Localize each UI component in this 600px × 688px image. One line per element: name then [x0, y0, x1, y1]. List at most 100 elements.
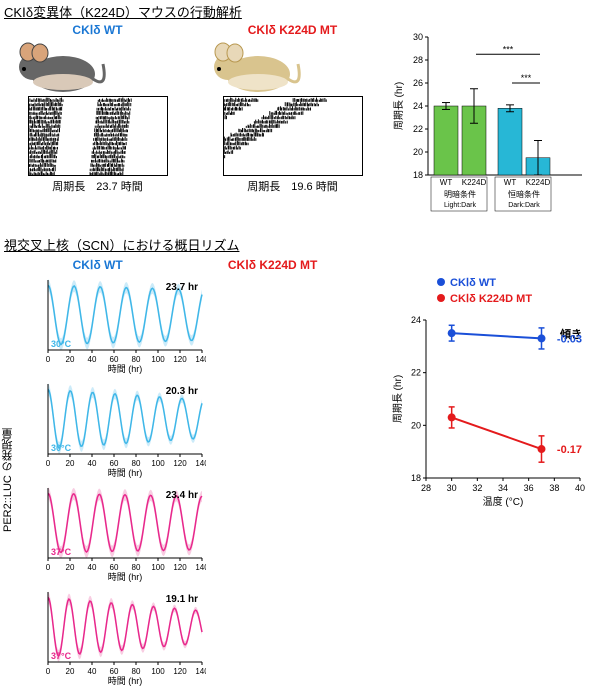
- svg-text:120: 120: [173, 563, 187, 572]
- period-bar-chart: 18 20 22 24 26 28 30 周期長 (hr) WT K224D 明暗条件 Light:D…: [390, 23, 590, 223]
- svg-text:0: 0: [46, 459, 51, 468]
- svg-text:100: 100: [151, 355, 165, 364]
- mt-period-caption: 周期長 19.6 時間: [203, 178, 383, 194]
- svg-text:26: 26: [413, 78, 423, 88]
- wt-column: CKⅠδ WT 周期長 23.7 時間: [8, 23, 188, 198]
- svg-text:80: 80: [132, 563, 141, 572]
- top-panel: CKⅠδ WT 周期長 23.7 時間 CKⅠδ K224D MT: [0, 23, 600, 233]
- svg-text:80: 80: [132, 667, 141, 676]
- svg-text:***: ***: [521, 73, 532, 83]
- svg-text:23.7 hr: 23.7 hr: [166, 282, 198, 293]
- section1-title: CKⅠδ変異体（K224D）マウスの行動解析: [0, 0, 600, 23]
- svg-text:60: 60: [110, 459, 119, 468]
- svg-text:20.3 hr: 20.3 hr: [166, 386, 198, 397]
- svg-text:22: 22: [411, 368, 421, 378]
- svg-text:30°C: 30°C: [51, 339, 72, 349]
- svg-text:24: 24: [411, 315, 421, 325]
- svg-text:Light:Dark: Light:Dark: [444, 202, 476, 209]
- svg-text:WT: WT: [440, 178, 453, 187]
- svg-text:24: 24: [413, 101, 423, 111]
- svg-text:28: 28: [421, 483, 431, 493]
- svg-text:37°C: 37°C: [51, 547, 72, 557]
- svg-text:20: 20: [66, 667, 75, 676]
- svg-text:80: 80: [132, 459, 141, 468]
- svg-text:20: 20: [66, 459, 75, 468]
- svg-text:K224D: K224D: [462, 178, 487, 187]
- svg-text:0: 0: [46, 355, 51, 364]
- svg-text:30: 30: [413, 32, 423, 42]
- svg-text:40: 40: [88, 563, 97, 572]
- svg-text:-0.03: -0.03: [557, 333, 582, 345]
- svg-text:140: 140: [195, 667, 206, 676]
- wt-actogram: [28, 96, 168, 176]
- svg-text:恒暗条件: 恒暗条件: [508, 189, 540, 199]
- svg-text:18: 18: [413, 170, 423, 180]
- svg-text:0: 0: [46, 563, 51, 572]
- svg-text:22: 22: [413, 124, 423, 134]
- svg-text:温度 (°C): 温度 (°C): [483, 495, 524, 508]
- mt-mouse-icon: [203, 39, 303, 94]
- svg-text:32: 32: [472, 483, 482, 493]
- svg-text:60: 60: [110, 355, 119, 364]
- svg-text:23.4 hr: 23.4 hr: [166, 490, 198, 501]
- mouse-actogram-panel: CKⅠδ WT 周期長 23.7 時間 CKⅠδ K224D MT: [0, 23, 390, 233]
- svg-text:140: 140: [195, 459, 206, 468]
- svg-text:周期長 (hr): 周期長 (hr): [392, 375, 404, 423]
- trace-0: 0 20 40 60 80 100 120 140 時間 (hr) 23.7 hr 30°C: [26, 274, 206, 374]
- svg-text:37°C: 37°C: [51, 651, 72, 661]
- svg-text:CKⅠδ WT: CKⅠδ WT: [450, 277, 496, 289]
- svg-text:40: 40: [88, 667, 97, 676]
- svg-text:0: 0: [46, 667, 51, 676]
- svg-text:100: 100: [151, 563, 165, 572]
- svg-text:28: 28: [413, 55, 423, 65]
- svg-text:140: 140: [195, 355, 206, 364]
- mt-actogram: [223, 96, 363, 176]
- svg-text:周期長 (hr): 周期長 (hr): [393, 82, 405, 130]
- wt-period-caption: 周期長 23.7 時間: [8, 178, 188, 194]
- svg-text:K224D: K224D: [526, 178, 551, 187]
- svg-text:100: 100: [151, 667, 165, 676]
- svg-text:120: 120: [173, 355, 187, 364]
- svg-text:20: 20: [66, 563, 75, 572]
- svg-text:時間 (hr): 時間 (hr): [108, 572, 143, 582]
- svg-text:20: 20: [66, 355, 75, 364]
- svg-text:***: ***: [503, 44, 514, 54]
- trace-1: 020406080100120140時間 (hr)20.3 hr30°C: [26, 378, 206, 478]
- svg-text:140: 140: [195, 563, 206, 572]
- svg-text:CKⅠδ K224D MT: CKⅠδ K224D MT: [450, 293, 532, 305]
- svg-text:120: 120: [173, 667, 187, 676]
- svg-text:20: 20: [413, 147, 423, 157]
- svg-text:60: 60: [110, 563, 119, 572]
- svg-text:Dark:Dark: Dark:Dark: [508, 202, 540, 209]
- svg-text:明暗条件: 明暗条件: [444, 189, 476, 199]
- wt-label: CKⅠδ WT: [8, 23, 188, 37]
- svg-text:30: 30: [447, 483, 457, 493]
- svg-text:40: 40: [88, 355, 97, 364]
- svg-text:34: 34: [498, 483, 508, 493]
- trace-2: 0 20 40 60 80 100 120 140 時間 (hr) 23.4 hr 37°C: [26, 482, 206, 582]
- svg-text:-0.17: -0.17: [557, 444, 582, 456]
- svg-text:時間 (hr): 時間 (hr): [108, 468, 143, 478]
- svg-text:時間 (hr): 時間 (hr): [108, 364, 143, 374]
- scn-traces-panel: CKⅠδ WT CKⅠδ K224D MT PER2::LUC の発現量 020…: [0, 258, 390, 518]
- svg-text:38: 38: [549, 483, 559, 493]
- trace-wt-header: CKⅠδ WT: [73, 258, 123, 272]
- svg-text:120: 120: [173, 459, 187, 468]
- svg-text:40: 40: [575, 483, 585, 493]
- svg-text:80: 80: [132, 355, 141, 364]
- svg-text:60: 60: [110, 667, 119, 676]
- svg-text:100: 100: [151, 459, 165, 468]
- trace-mt-header: CKⅠδ K224D MT: [228, 258, 318, 272]
- slope-chart: 28 30 32 34 36 38 40 18 20 22 24 温度 (°C) 周期長 (hr) CKⅠ…: [390, 268, 590, 508]
- section2-title: 視交叉上核（SCN）における概日リズム: [0, 233, 600, 256]
- svg-text:30°C: 30°C: [51, 443, 72, 453]
- trace-3: 0 20 40 60 80 100 120 140 時間 (hr) 19.1 hr 37°C: [26, 586, 206, 686]
- wt-mouse-icon: [8, 39, 108, 94]
- svg-text:36: 36: [524, 483, 534, 493]
- svg-text:時間 (hr): 時間 (hr): [108, 676, 143, 686]
- svg-text:18: 18: [411, 473, 421, 483]
- svg-text:20: 20: [411, 420, 421, 430]
- svg-text:WT: WT: [504, 178, 517, 187]
- svg-text:19.1 hr: 19.1 hr: [166, 594, 198, 605]
- bottom-panel: CKⅠδ WT CKⅠδ K224D MT PER2::LUC の発現量 020…: [0, 258, 600, 518]
